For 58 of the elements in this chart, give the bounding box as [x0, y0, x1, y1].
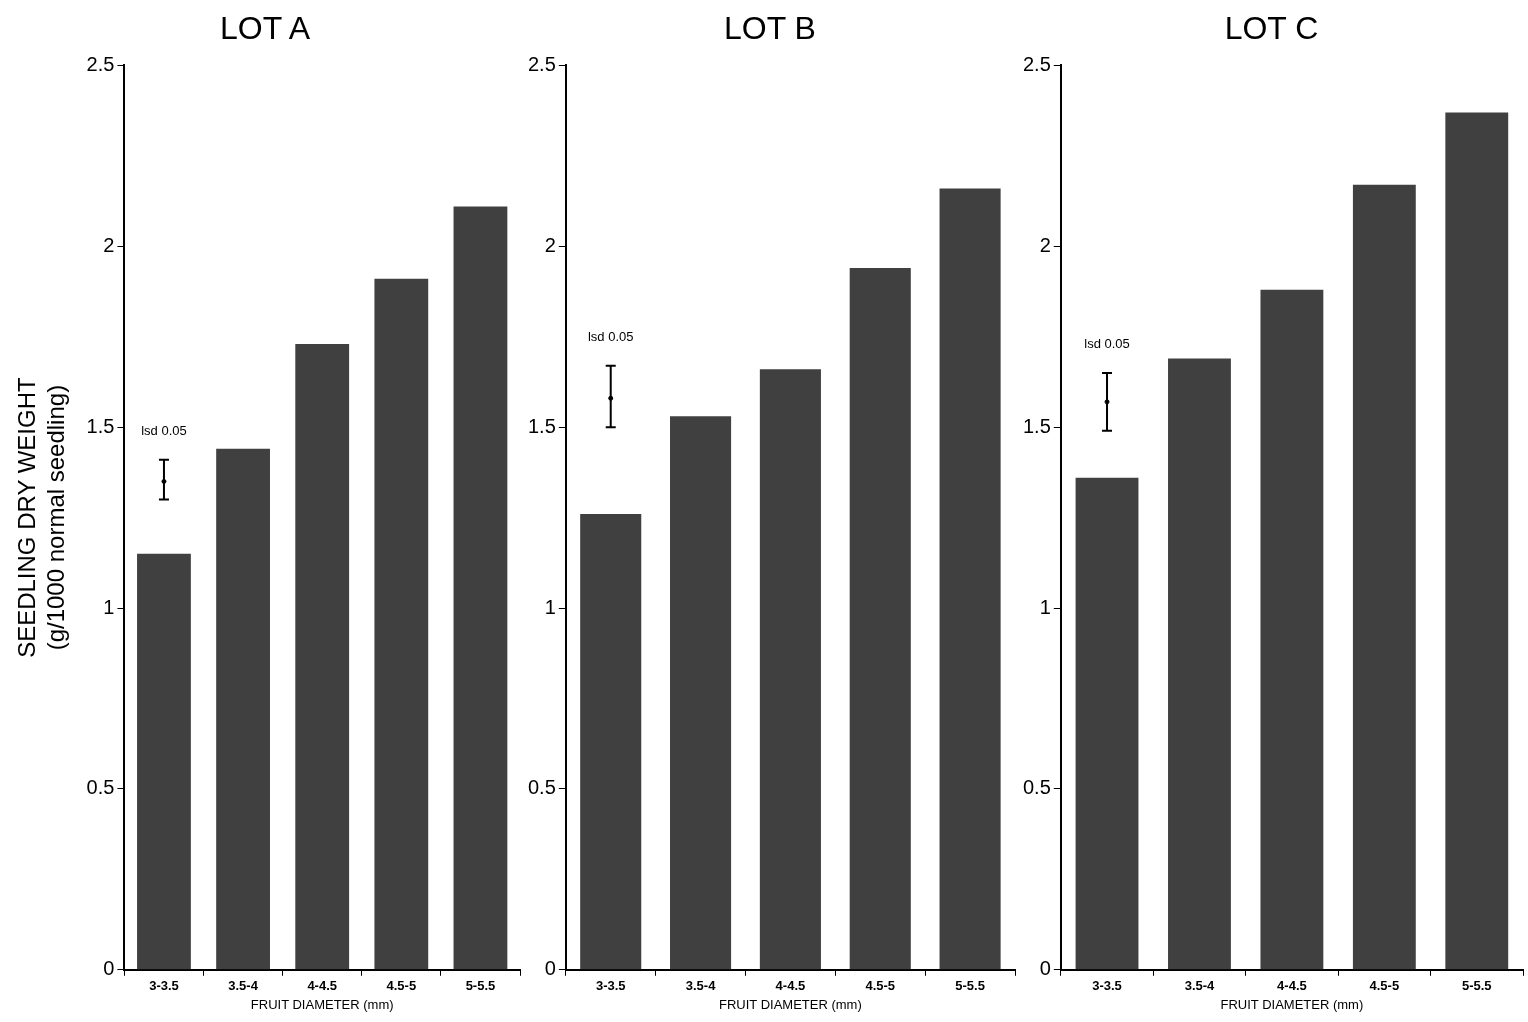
bar: [453, 206, 508, 970]
bar: [759, 369, 821, 970]
y-tick-label: 2.5: [1022, 52, 1051, 75]
chart-title: LOT A: [219, 10, 311, 47]
x-tick-label: 3-3.5: [1092, 978, 1122, 994]
bar: [849, 267, 911, 970]
bar: [580, 513, 642, 970]
x-tick-label: 3-3.5: [595, 978, 626, 994]
y-tick-label: 2: [103, 233, 115, 256]
y-tick-label: 1: [544, 595, 556, 618]
annotation: lsd 0.05: [1084, 335, 1130, 351]
annotation: lsd 0.05: [587, 328, 634, 344]
y-tick-label: 2: [1039, 233, 1051, 256]
chart-title: LOT B: [724, 10, 816, 47]
x-axis-title: FRUIT DIAMETER (mm): [719, 996, 862, 1012]
annotation: lsd 0.05: [141, 422, 187, 438]
bar: [1168, 358, 1231, 970]
bar: [374, 278, 429, 970]
y-tick-label: 0.5: [1022, 776, 1051, 799]
bar: [295, 343, 350, 970]
y-tick-label: 1: [1039, 595, 1051, 618]
x-tick-label: 3.5-4: [685, 978, 717, 994]
x-tick-label: 4-4.5: [775, 978, 806, 994]
y-tick-label: 2.5: [527, 52, 556, 75]
bar: [137, 553, 191, 970]
chart-title: LOT C: [1224, 10, 1319, 47]
bar: [1352, 184, 1416, 970]
y-tick-label: 0: [544, 957, 556, 980]
x-tick-label: 4-4.5: [307, 978, 338, 994]
y-axis-title: SEEDLING DRY WEIGHT (g/1000 normal seedling): [13, 377, 69, 658]
x-axis-title: FRUIT DIAMETER (mm): [1220, 996, 1364, 1012]
x-tick-label: 3.5-4: [228, 978, 259, 994]
x-tick-label: 3-3.5: [149, 978, 179, 994]
x-tick-label: 5-5.5: [465, 978, 496, 994]
bar: [1260, 289, 1324, 970]
x-tick-label: 4.5-5: [865, 978, 896, 994]
x-tick-label: 4.5-5: [386, 978, 417, 994]
x-tick-label: 4.5-5: [1369, 978, 1400, 994]
bar: [216, 448, 270, 970]
y-tick-label: 0: [1039, 957, 1051, 980]
y-tick-label: 1: [103, 595, 115, 618]
bar: [939, 188, 1001, 970]
y-tick-label: 0: [103, 957, 115, 980]
x-tick-label: 3.5-4: [1184, 978, 1216, 994]
y-tick-label: 1.5: [1022, 414, 1051, 437]
bar: [1075, 477, 1139, 970]
bar: [670, 416, 732, 970]
x-tick-label: 4-4.5: [1277, 978, 1307, 994]
y-tick-label: 1.5: [527, 414, 556, 437]
x-axis-title: FRUIT DIAMETER (mm): [250, 996, 394, 1012]
x-tick-label: 5-5.5: [1461, 978, 1492, 994]
y-tick-label: 2.5: [86, 52, 115, 75]
y-tick-label: 2: [544, 233, 556, 256]
x-tick-label: 5-5.5: [955, 978, 985, 994]
y-tick-label: 1.5: [86, 414, 115, 437]
y-tick-label: 0.5: [86, 776, 115, 799]
bar: [1445, 112, 1509, 970]
y-tick-label: 0.5: [527, 776, 556, 799]
